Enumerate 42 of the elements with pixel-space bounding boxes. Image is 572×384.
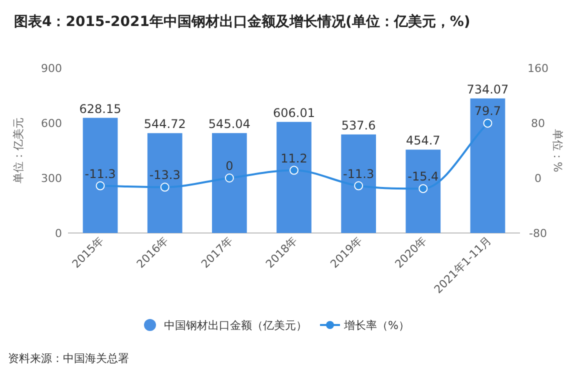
bar [212,133,247,233]
legend-label: 增长率（%） [343,319,410,332]
y-tick-label: 900 [41,62,62,75]
data-label: 544.72 [144,117,186,132]
data-label: -11.3 [343,166,374,181]
y-tick-label: 600 [41,117,62,130]
data-label: 454.7 [406,134,440,148]
legend-label: 中国钢材出口金额（亿美元） [164,319,307,332]
data-label: 606.01 [273,106,315,120]
y2-tick-label: 160 [528,62,548,75]
point [418,184,428,194]
y2-tick-label: 80 [531,117,545,130]
y-tick-label: 0 [55,227,62,240]
bar [406,150,441,233]
bar [82,118,118,233]
data-label: -11.3 [84,166,116,181]
data-label: 545.04 [208,117,250,132]
data-label: 11.2 [280,151,308,166]
bar [147,133,182,233]
point [160,182,170,192]
data-label: 734.07 [466,82,509,96]
data-label: -15.4 [408,170,439,184]
point [354,181,364,190]
data-label: 537.6 [341,118,376,132]
chart-title: 图表4：2015-2021年中国钢材出口金额及增长情况(单位：亿美元，%) [14,13,470,30]
y-tick-label: 300 [41,172,62,185]
point [224,174,234,182]
y2-tick-label: 0 [534,172,542,185]
data-label: 79.7 [474,104,502,118]
y-axis-title: 单位：亿美元 [12,118,25,184]
point [290,166,298,175]
text: 资料来源：中国海关总署 [8,352,129,365]
data-label: 628.15 [79,102,122,116]
bar [470,98,506,233]
y2-axis-title: 单位：% [551,128,564,172]
point [483,118,492,128]
point [96,181,105,190]
data-label: 0 [226,159,234,173]
data-label: -13.3 [149,168,180,182]
bar [276,122,312,233]
y2-tick-label: -80 [529,227,547,240]
bar [341,134,376,233]
